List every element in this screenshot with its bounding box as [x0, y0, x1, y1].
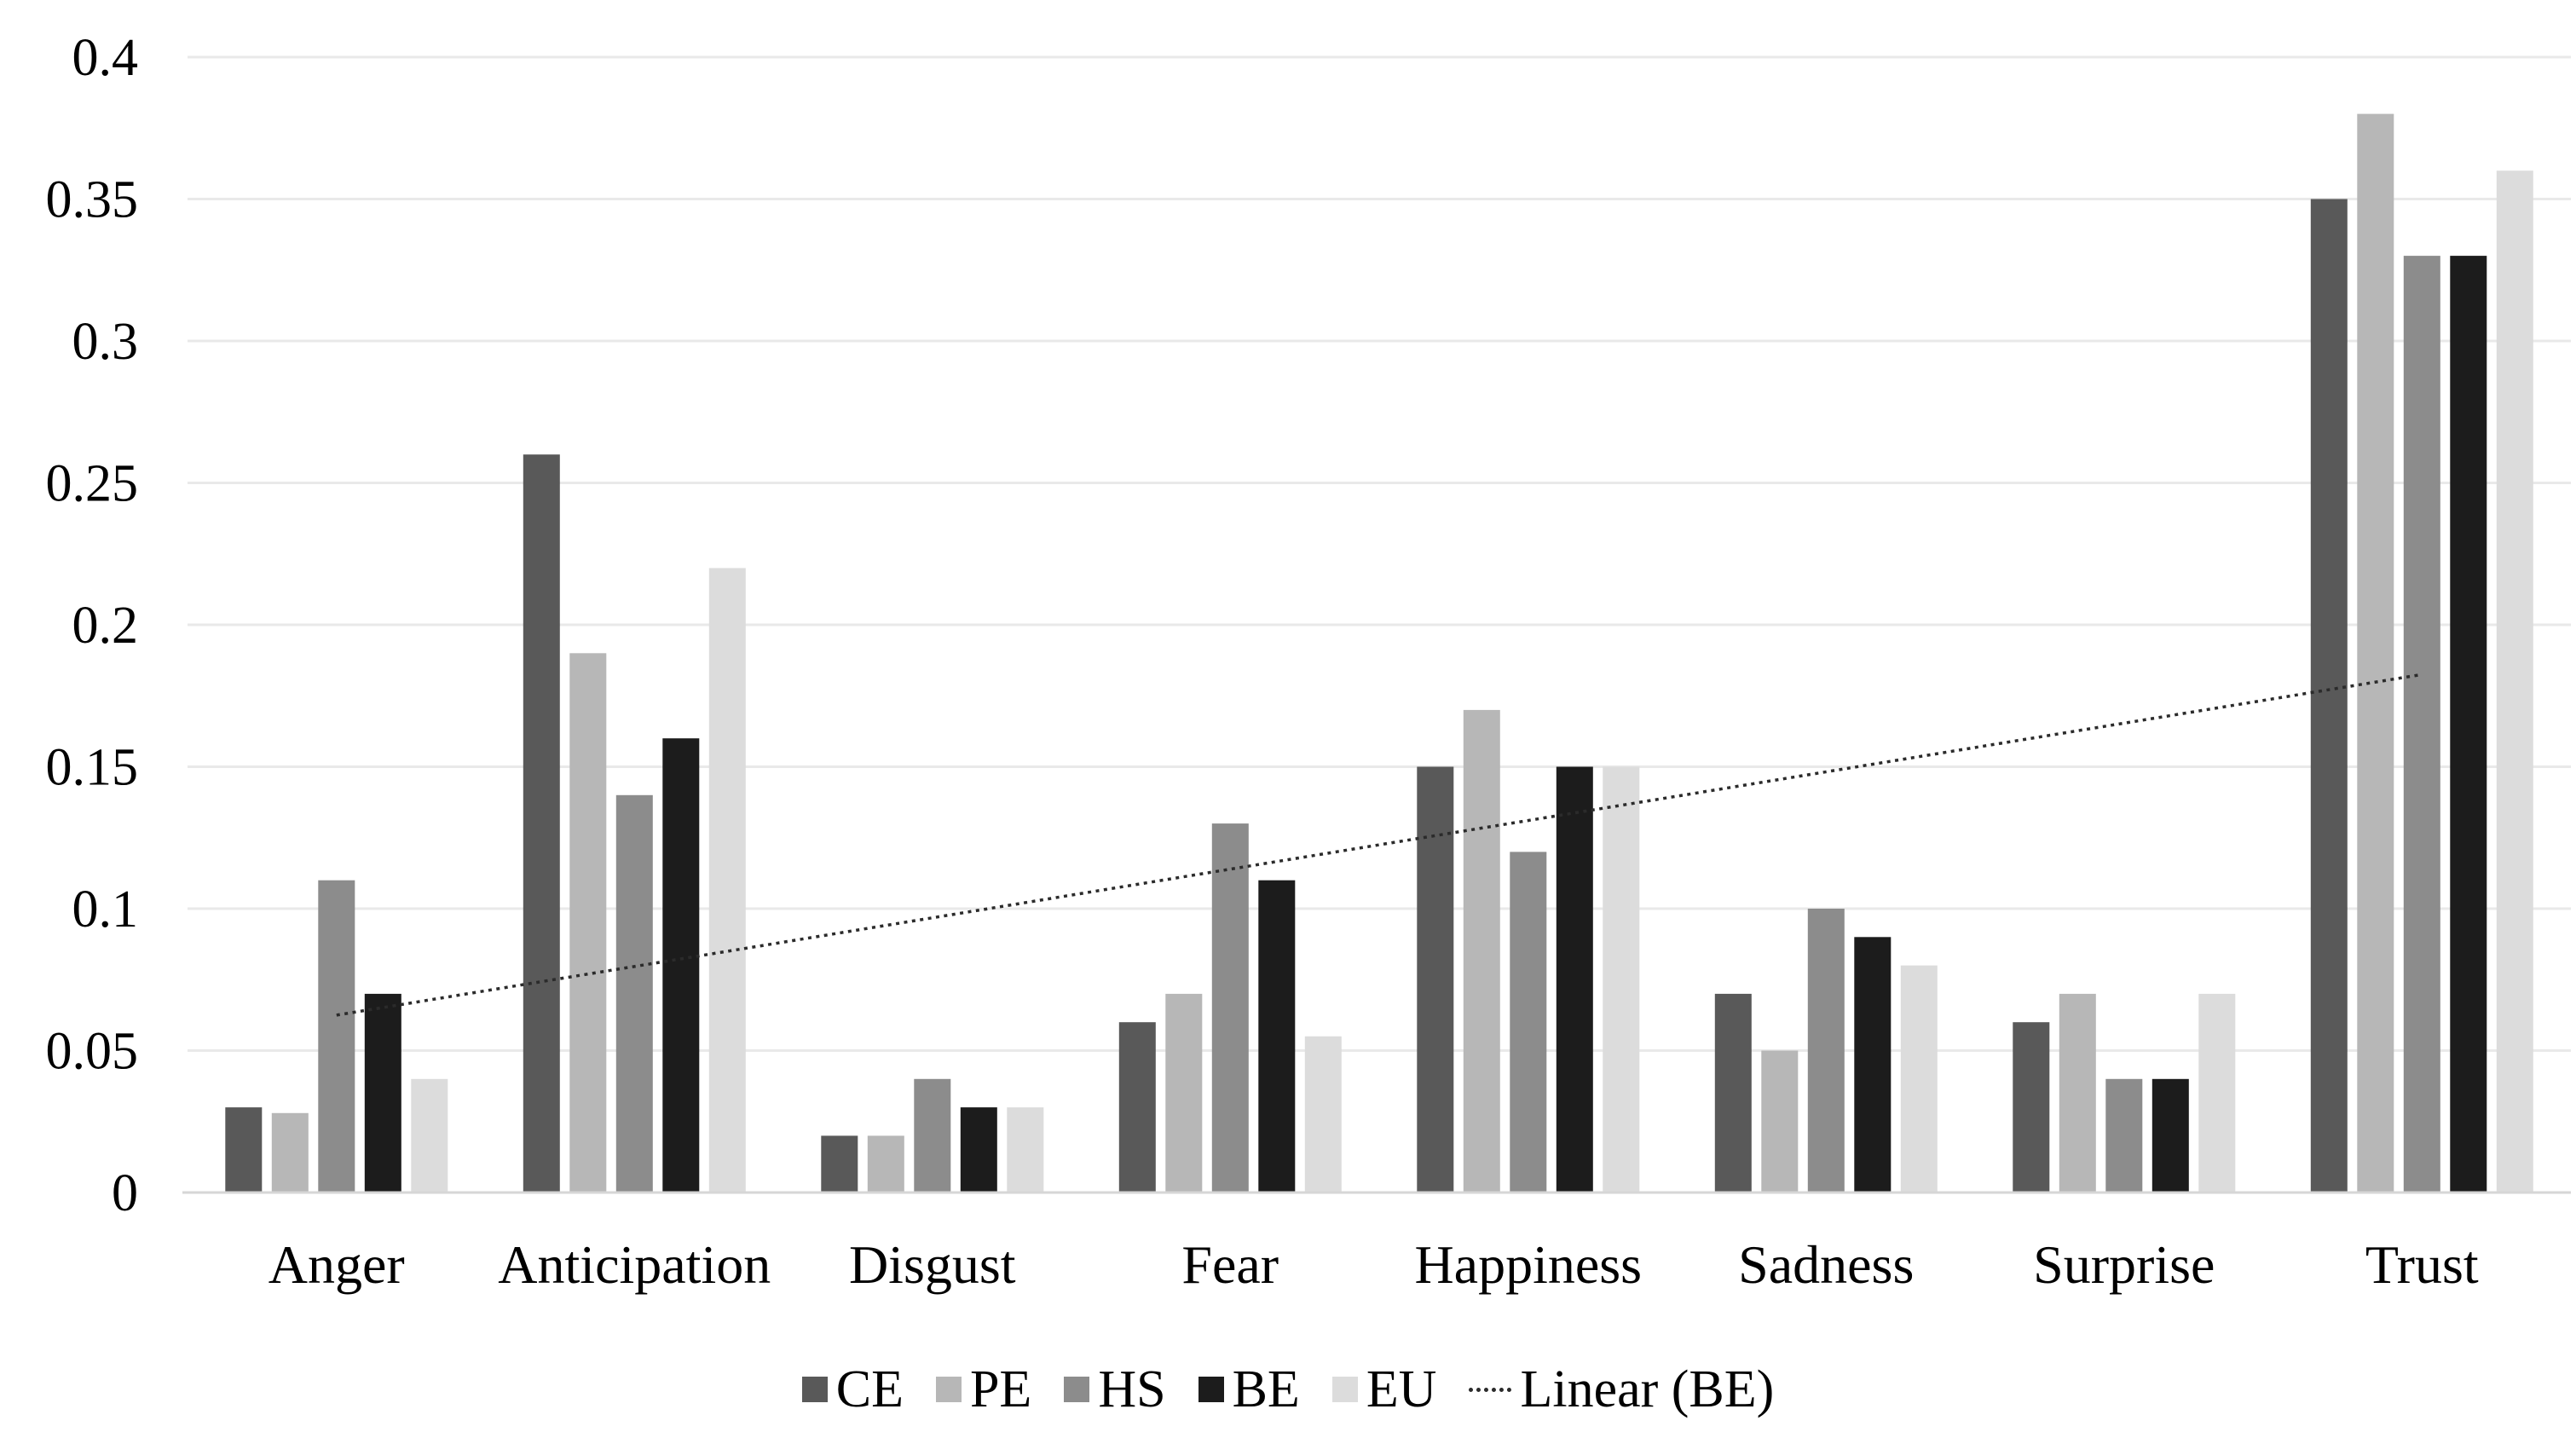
- bar-pe-disgust: [867, 1135, 904, 1193]
- legend-label: CE: [835, 1360, 904, 1418]
- legend-item-be: BE: [1198, 1360, 1300, 1420]
- legend-swatch-pe: [935, 1377, 962, 1402]
- bar-eu-fear: [1304, 1036, 1342, 1193]
- bar-hs-sadness: [1807, 909, 1845, 1193]
- y-axis-tick-label: 0.4: [72, 29, 139, 87]
- bar-ce-fear: [1118, 1022, 1156, 1193]
- bar-eu-surprise: [2198, 993, 2236, 1193]
- bar-hs-anger: [318, 880, 355, 1193]
- y-axis-tick-label: 0.1: [72, 881, 139, 938]
- legend-swatch-eu: [1331, 1377, 1358, 1402]
- legend-label: Linear (BE): [1520, 1360, 1775, 1418]
- bar-be-sadness: [1854, 937, 1892, 1193]
- legend-label: BE: [1232, 1360, 1300, 1418]
- legend-item-linear-be: Linear (BE): [1469, 1360, 1774, 1420]
- bar-ce-anger: [225, 1107, 263, 1193]
- y-axis-tick-label: 0: [112, 1164, 138, 1222]
- legend-item-pe: PE: [935, 1360, 1032, 1420]
- bar-hs-surprise: [2105, 1078, 2143, 1193]
- x-axis-category-label: Happiness: [1414, 1234, 1642, 1295]
- x-axis-category-label: Trust: [2365, 1234, 2479, 1295]
- bar-pe-anticipation: [569, 653, 607, 1193]
- bar-ce-anticipation: [523, 454, 560, 1193]
- bar-ce-happiness: [1417, 766, 1454, 1193]
- legend-label: HS: [1098, 1360, 1166, 1418]
- chart-legend: CE PE HS BE EU Linear (BE): [0, 1348, 2576, 1430]
- bar-be-happiness: [1556, 766, 1593, 1193]
- bar-pe-fear: [1165, 993, 1203, 1193]
- bar-ce-trust: [2310, 199, 2348, 1193]
- bar-pe-anger: [271, 1112, 309, 1193]
- y-axis-tick-label: 0.35: [46, 171, 139, 229]
- x-axis-category-label: Sadness: [1738, 1234, 1914, 1295]
- legend-label: EU: [1366, 1360, 1437, 1418]
- bar-ce-disgust: [821, 1135, 858, 1193]
- legend-label: PE: [969, 1360, 1032, 1418]
- bar-hs-anticipation: [615, 794, 653, 1193]
- bar-eu-disgust: [1007, 1107, 1044, 1193]
- bar-hs-disgust: [914, 1078, 951, 1193]
- bar-eu-anticipation: [708, 568, 746, 1193]
- bar-pe-sadness: [1761, 1050, 1799, 1193]
- y-axis-tick-label: 0.3: [72, 313, 139, 371]
- bar-eu-sadness: [1900, 965, 1938, 1193]
- bar-hs-trust: [2403, 256, 2440, 1193]
- legend-item-hs: HS: [1064, 1360, 1166, 1420]
- bar-hs-fear: [1211, 823, 1249, 1193]
- bar-ce-sadness: [1714, 993, 1752, 1193]
- bars: [225, 113, 2533, 1193]
- bar-hs-happiness: [1510, 852, 1547, 1193]
- bar-be-trust: [2450, 256, 2487, 1193]
- bar-be-anger: [364, 993, 401, 1193]
- x-axis-category-label: Anger: [269, 1234, 405, 1295]
- y-axis-tick-label: 0.2: [72, 597, 139, 655]
- y-axis-tick-label: 0.25: [46, 455, 139, 513]
- x-axis-category-label: Fear: [1181, 1234, 1279, 1295]
- x-axis-category-label: Surprise: [2033, 1234, 2215, 1295]
- bar-be-surprise: [2151, 1078, 2189, 1193]
- legend-item-eu: EU: [1331, 1360, 1437, 1420]
- bar-eu-trust: [2496, 170, 2533, 1193]
- bar-pe-surprise: [2059, 993, 2096, 1193]
- bar-be-anticipation: [662, 738, 700, 1193]
- legend-trendline-swatch-icon: [1469, 1387, 1512, 1392]
- bar-eu-anger: [411, 1078, 448, 1193]
- bar-ce-surprise: [2013, 1022, 2050, 1193]
- y-axis-tick-label: 0.15: [46, 739, 139, 797]
- legend-swatch-ce: [801, 1377, 828, 1402]
- legend-swatch-be: [1198, 1377, 1224, 1402]
- x-axis-category-label: Anticipation: [498, 1234, 771, 1295]
- legend-swatch-hs: [1064, 1377, 1090, 1402]
- legend-item-ce: CE: [801, 1360, 904, 1420]
- bar-be-disgust: [960, 1107, 997, 1193]
- bar-be-fear: [1258, 880, 1296, 1193]
- bar-pe-happiness: [1463, 709, 1500, 1193]
- x-axis-category-label: Disgust: [849, 1234, 1016, 1295]
- y-axis-tick-label: 0.05: [46, 1023, 139, 1081]
- bar-pe-trust: [2357, 113, 2394, 1193]
- bar-eu-happiness: [1603, 766, 1640, 1193]
